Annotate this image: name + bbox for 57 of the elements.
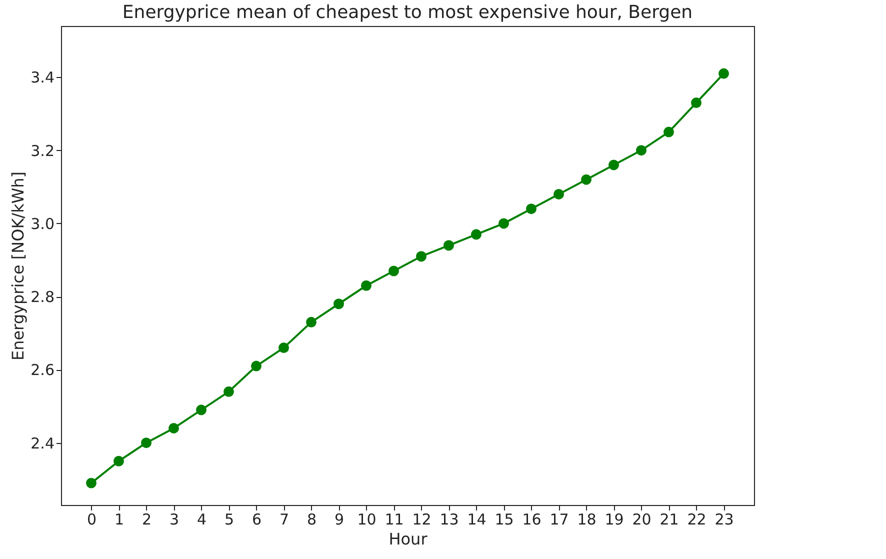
x-tick-label: 14 (467, 510, 486, 528)
point (224, 386, 234, 397)
x-tick-label: 3 (169, 510, 180, 528)
point (636, 145, 646, 156)
point (196, 404, 206, 416)
x-tick-label: 8 (306, 510, 317, 528)
x-tick-label: 1 (114, 510, 124, 528)
x-tick-label: 22 (687, 510, 706, 528)
point (306, 316, 316, 328)
point (608, 160, 619, 170)
x-tick-label: 6 (252, 510, 262, 528)
y-tick-label: 3.2 (30, 142, 54, 160)
x-tick-label: 15 (494, 510, 514, 528)
point (141, 438, 152, 448)
x-tick-label: 11 (384, 510, 404, 528)
x-tick-label: 2 (142, 510, 152, 528)
point (278, 342, 289, 354)
x-tick-label: 9 (334, 510, 344, 528)
point (444, 240, 454, 251)
x-tick-label: 0 (86, 510, 97, 528)
point (664, 126, 674, 138)
x-tick-label: 17 (550, 510, 569, 528)
point (581, 174, 592, 185)
y-tick-label: 2.6 (30, 361, 54, 380)
x-tick-label: 21 (660, 510, 679, 528)
point (498, 218, 509, 229)
x-tick-label: 20 (632, 510, 652, 528)
point (471, 229, 482, 240)
x-tick-label: 12 (412, 510, 432, 528)
point (554, 188, 564, 200)
y-tick-label: 3.0 (30, 214, 54, 233)
x-tick-label: 16 (522, 510, 542, 528)
y-tick-label: 3.4 (30, 68, 54, 87)
x-tick-label: 18 (577, 510, 596, 528)
x-axis-title: Hour (388, 530, 428, 548)
point (526, 204, 536, 214)
point (416, 251, 426, 262)
point (334, 298, 344, 310)
point (114, 456, 124, 466)
point (718, 68, 729, 79)
x-tick-label: 13 (440, 510, 459, 528)
x-tick-label: 7 (279, 510, 290, 528)
point (168, 422, 179, 434)
x-tick-label: 10 (357, 510, 376, 528)
y-axis-title: Energyprice [NOK/kWh] (8, 171, 28, 361)
x-tick-label: 19 (604, 510, 624, 528)
chart-title: Energyprice mean of cheapest to most expensive hour, Bergen (122, 2, 693, 23)
y-tick-label: 2.4 (30, 434, 54, 452)
y-tick-label: 2.8 (30, 288, 54, 306)
point (691, 98, 702, 108)
x-tick-label: 5 (224, 510, 234, 528)
x-tick-label: 4 (196, 510, 207, 528)
point (251, 360, 262, 372)
x-tick-label: 23 (714, 510, 734, 528)
point (86, 478, 96, 488)
point (361, 280, 372, 291)
point (388, 266, 399, 276)
